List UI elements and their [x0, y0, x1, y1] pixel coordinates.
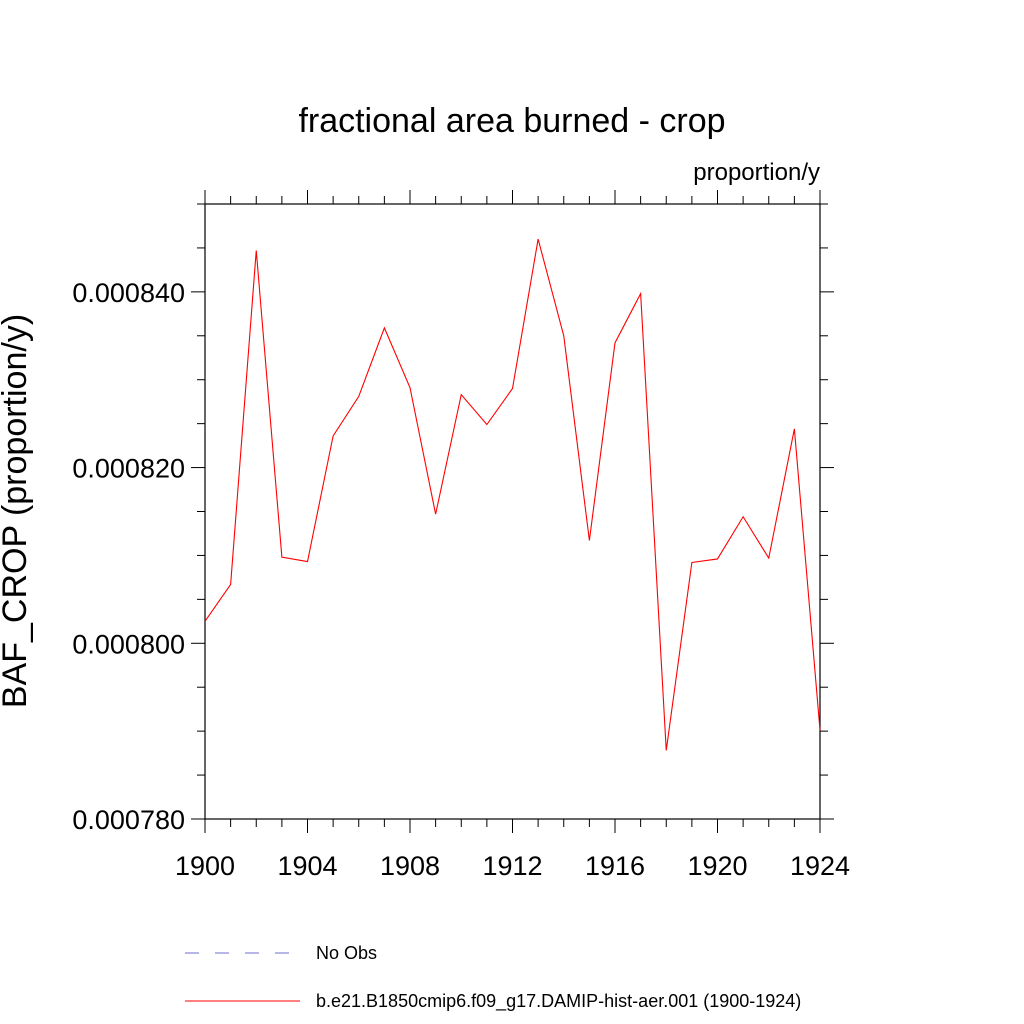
y-tick-label: 0.000780	[72, 805, 185, 835]
y-tick-label: 0.000840	[72, 278, 185, 308]
x-tick-label: 1916	[585, 851, 645, 881]
units-label: proportion/y	[693, 159, 820, 186]
y-tick-label: 0.000820	[72, 454, 185, 484]
x-tick-label: 1908	[380, 851, 440, 881]
x-tick-label: 1924	[790, 851, 850, 881]
y-tick-label: 0.000800	[72, 629, 185, 659]
x-tick-label: 1912	[482, 851, 542, 881]
legend-label-no-obs: No Obs	[316, 943, 377, 963]
legend: No Obs b.e21.B1850cmip6.f09_g17.DAMIP-hi…	[185, 943, 801, 1012]
x-tick-label: 1904	[277, 851, 337, 881]
axis-ticks	[191, 190, 834, 833]
y-axis-label: BAF_CROP (proportion/y)	[0, 314, 34, 708]
plot-frame	[204, 203, 821, 820]
x-tick-label: 1900	[175, 851, 235, 881]
x-tick-label: 1920	[687, 851, 747, 881]
chart-title: fractional area burned - crop	[298, 102, 725, 140]
axis-tick-labels: 0.000780 0.000800 0.000820 0.000840 1900 1904…	[72, 278, 850, 881]
series-layer	[204, 238, 821, 751]
legend-label-model: b.e21.B1850cmip6.f09_g17.DAMIP-hist-aer.…	[316, 991, 801, 1012]
series-line	[204, 238, 821, 751]
